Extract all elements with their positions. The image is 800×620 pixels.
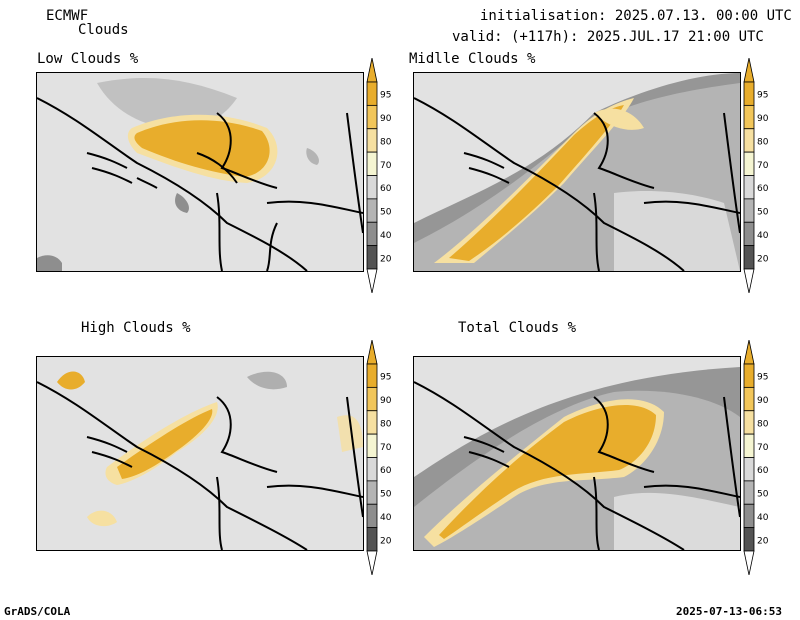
map-high-clouds	[36, 356, 364, 551]
colorbar-label: 50	[380, 208, 392, 218]
colorbar-box	[743, 386, 755, 412]
colorbar-top-arrow	[743, 58, 755, 83]
footer-timestamp: 2025-07-13-06:53	[676, 605, 782, 618]
colorbar-label: 20	[757, 254, 769, 264]
colorbar-box	[366, 221, 378, 247]
colorbar-total: 95 90 80 70 60 50 40 20	[739, 340, 779, 575]
colorbar-label: 50	[757, 490, 769, 500]
colorbar-box	[743, 221, 755, 247]
title-low-clouds: Low Clouds %	[37, 51, 139, 67]
colorbar-label: 80	[380, 137, 392, 147]
footer-credit: GrADS/COLA	[4, 605, 71, 618]
colorbar-box	[366, 104, 378, 130]
colorbar-box	[366, 151, 378, 176]
colorbar-label: 20	[380, 536, 392, 546]
colorbar-label: 20	[380, 254, 392, 264]
colorbar-box	[743, 151, 755, 176]
colorbar-box	[743, 457, 755, 482]
colorbar-label: 60	[757, 466, 769, 476]
colorbar-label: 70	[380, 443, 392, 453]
colorbar-label: 50	[380, 490, 392, 500]
colorbar-box	[366, 175, 378, 200]
colorbar-label: 90	[757, 114, 769, 124]
colorbar-box	[366, 81, 378, 106]
colorbar-label: 70	[380, 161, 392, 171]
colorbar-bottom-arrow	[743, 268, 755, 293]
colorbar-box	[366, 363, 378, 388]
title-total-clouds: Total Clouds %	[458, 320, 577, 336]
colorbar-box	[743, 363, 755, 388]
colorbar-bottom-arrow	[743, 550, 755, 575]
colorbar-label: 95	[757, 373, 768, 383]
colorbar-box	[743, 527, 755, 552]
colorbar-box	[743, 81, 755, 106]
colorbar-box	[366, 527, 378, 552]
colorbar-label: 20	[757, 536, 769, 546]
title-middle-clouds: Midlle Clouds %	[409, 51, 536, 67]
colorbar-top-arrow	[366, 340, 378, 365]
colorbar-svg: 95 90 80 70 60 50 40 20	[743, 340, 769, 575]
colorbar-label: 70	[757, 443, 769, 453]
colorbar-svg: 95 90 80 70 60 50 40 20	[366, 58, 392, 293]
colorbar-box	[743, 433, 755, 458]
colorbar-bottom-arrow	[366, 550, 378, 575]
product-name: Clouds	[78, 22, 129, 38]
colorbar-label: 95	[380, 91, 391, 101]
colorbar-label: 80	[757, 419, 769, 429]
colorbar-label: 60	[757, 184, 769, 194]
colorbar-label: 40	[380, 231, 392, 241]
colorbar-box	[743, 104, 755, 130]
colorbar-box	[743, 245, 755, 270]
colorbar-high: 95 90 80 70 60 50 40 20	[362, 340, 402, 575]
colorbar-box	[366, 128, 378, 153]
colorbar-box	[366, 198, 378, 223]
map-middle-clouds	[413, 72, 741, 272]
colorbar-middle: 95 90 80 70 60 50 40 20	[739, 58, 779, 293]
colorbar-box	[366, 503, 378, 529]
colorbar-box	[743, 503, 755, 529]
colorbar-box	[743, 410, 755, 435]
colorbar-label: 80	[757, 137, 769, 147]
colorbar-label: 90	[380, 396, 392, 406]
colorbar-label: 70	[757, 161, 769, 171]
colorbar-label: 40	[757, 513, 769, 523]
colorbar-label: 95	[380, 373, 391, 383]
colorbar-bottom-arrow	[366, 268, 378, 293]
map-total-clouds	[413, 356, 741, 551]
colorbar-low: 95 90 80 70 60 50 40 20	[362, 58, 402, 293]
colorbar-box	[743, 480, 755, 505]
colorbar-svg: 95 90 80 70 60 50 40 20	[366, 340, 392, 575]
colorbar-box	[743, 128, 755, 153]
colorbar-box	[366, 433, 378, 458]
colorbar-svg: 95 90 80 70 60 50 40 20	[743, 58, 769, 293]
colorbar-label: 95	[757, 91, 768, 101]
title-high-clouds: High Clouds %	[81, 320, 191, 336]
colorbar-label: 60	[380, 184, 392, 194]
colorbar-label: 50	[757, 208, 769, 218]
colorbar-box	[366, 386, 378, 412]
colorbar-label: 40	[380, 513, 392, 523]
map-low-clouds	[36, 72, 364, 272]
colorbar-box	[366, 480, 378, 505]
colorbar-box	[366, 457, 378, 482]
valid-time: valid: (+117h): 2025.JUL.17 21:00 UTC	[452, 29, 764, 45]
model-name: ECMWF	[46, 8, 89, 24]
colorbar-label: 90	[757, 396, 769, 406]
init-time: initialisation: 2025.07.13. 00:00 UTC	[480, 8, 792, 24]
colorbar-top-arrow	[366, 58, 378, 83]
colorbar-box	[366, 245, 378, 270]
colorbar-top-arrow	[743, 340, 755, 365]
colorbar-box	[366, 410, 378, 435]
colorbar-box	[743, 198, 755, 223]
colorbar-box	[743, 175, 755, 200]
colorbar-label: 80	[380, 419, 392, 429]
colorbar-label: 90	[380, 114, 392, 124]
colorbar-label: 60	[380, 466, 392, 476]
colorbar-label: 40	[757, 231, 769, 241]
